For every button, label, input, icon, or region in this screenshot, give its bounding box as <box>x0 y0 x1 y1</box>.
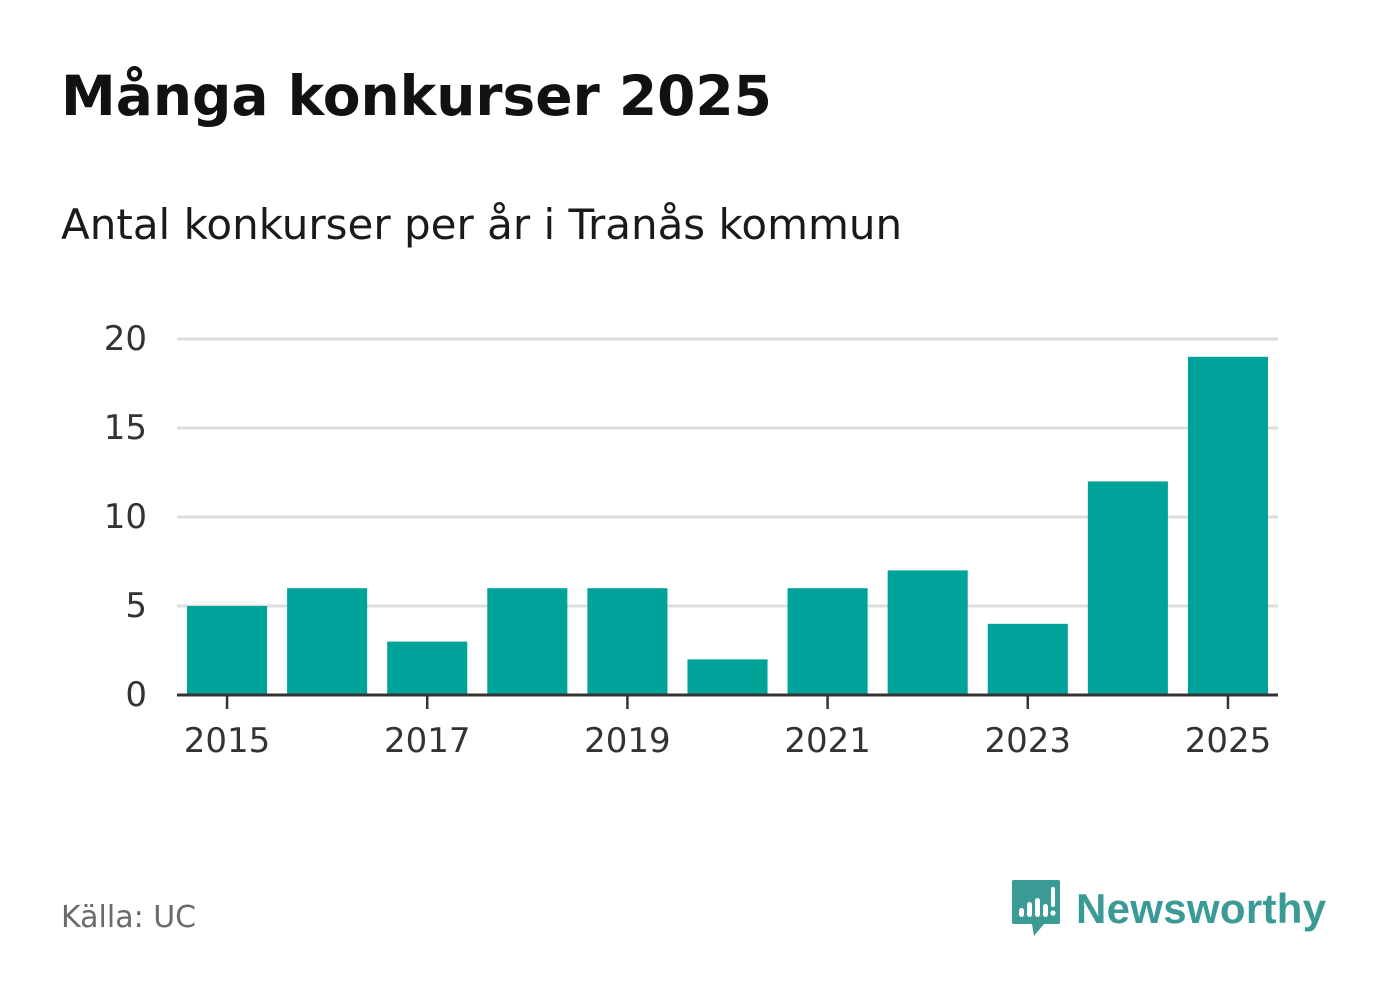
bars <box>187 356 1268 695</box>
bar-2022 <box>887 570 968 695</box>
chart-subtitle: Antal konkurser per år i Tranås kommun <box>61 200 903 249</box>
bar-2019 <box>587 588 668 695</box>
y-tick-label-0: 0 <box>125 675 147 715</box>
bar-2023 <box>987 623 1068 695</box>
newsworthy-logo-icon <box>1012 880 1060 936</box>
bar-2020 <box>687 659 768 695</box>
bar-2025 <box>1187 356 1268 695</box>
source-note: Källa: UC <box>61 900 197 935</box>
brand-name: Newsworthy <box>1076 885 1327 932</box>
x-tick-label-2021: 2021 <box>784 721 871 761</box>
y-tick-label-5: 5 <box>125 586 147 626</box>
bar-2024 <box>1087 481 1168 695</box>
x-tick-label-2015: 2015 <box>184 721 271 761</box>
bar-chart: 0 5 10 15 20 2015 2017 2019 2021 2023 2025 <box>104 319 1278 761</box>
bar-2015 <box>187 606 268 695</box>
axes <box>177 693 1278 709</box>
bar-2016 <box>287 588 368 695</box>
newsworthy-logo: Newsworthy <box>1010 878 1326 940</box>
y-tick-label-10: 10 <box>104 497 147 537</box>
bar-2018 <box>487 588 568 695</box>
bar-2017 <box>387 641 468 695</box>
y-tick-label-15: 15 <box>104 408 147 448</box>
x-tick-label-2017: 2017 <box>384 721 471 761</box>
bar-2021 <box>787 588 868 695</box>
x-tick-label-2019: 2019 <box>584 721 671 761</box>
chart-title: Många konkurser 2025 <box>61 64 772 128</box>
x-tick-label-2025: 2025 <box>1185 721 1272 761</box>
x-tick-label-2023: 2023 <box>985 721 1072 761</box>
y-tick-label-20: 20 <box>104 319 147 359</box>
tick-labels: 0 5 10 15 20 2015 2017 2019 2021 2023 2025 <box>104 319 1271 761</box>
